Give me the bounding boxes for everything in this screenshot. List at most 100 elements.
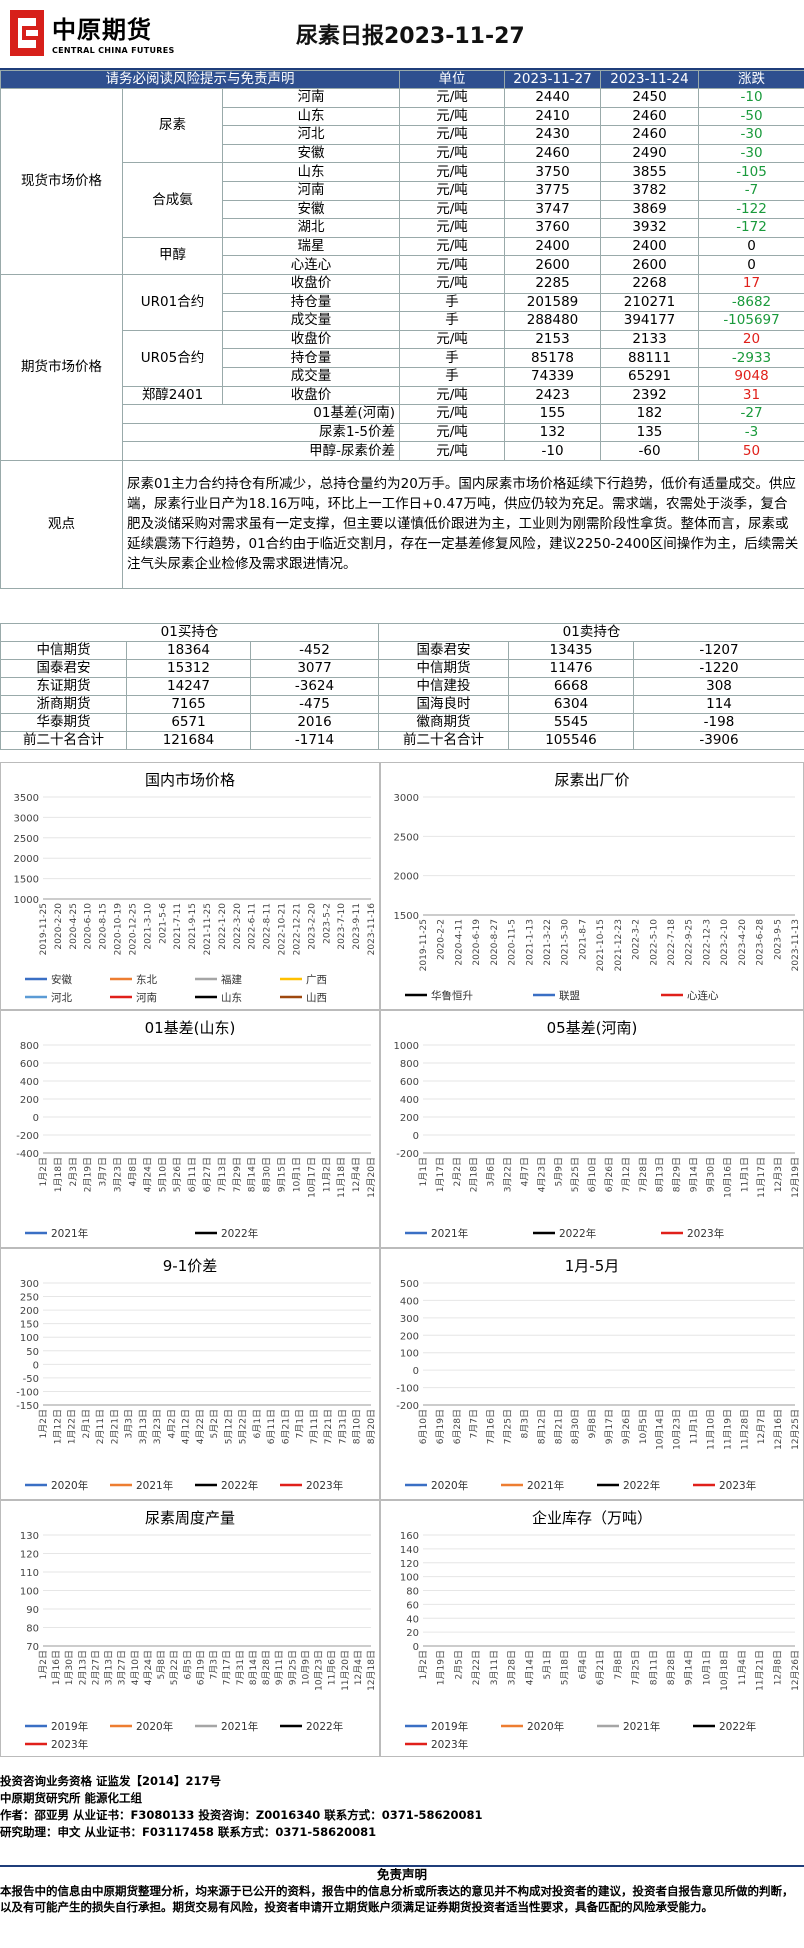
unit-cell: 元/吨 bbox=[399, 162, 506, 182]
x-tick-label: 3月13日 bbox=[138, 1409, 149, 1444]
y-tick-label: 600 bbox=[20, 1059, 39, 1070]
table-row: 期货市场价格 UR01合约 收盘价 元/吨 2285 2268 17 bbox=[0, 273, 804, 461]
x-tick-label: 12月18日 bbox=[366, 1650, 377, 1691]
x-tick-label: 7月11日 bbox=[309, 1409, 320, 1444]
unit-cell: 元/吨 bbox=[399, 385, 506, 406]
x-tick-label: 8月12日 bbox=[536, 1409, 547, 1444]
x-tick-label: 2月1日 bbox=[81, 1409, 92, 1438]
x-tick-label: 2022-3-20 bbox=[233, 903, 243, 950]
x-tick-label: 2020-2-20 bbox=[54, 903, 64, 950]
x-tick-label: 3月11日 bbox=[489, 1650, 500, 1685]
x-tick-label: 6月4日 bbox=[577, 1650, 588, 1679]
change-cell: -50 bbox=[698, 106, 804, 127]
x-tick-label: 2020-4-25 bbox=[69, 903, 79, 950]
x-tick-label: 2020-6-19 bbox=[472, 919, 482, 966]
x-tick-label: 5月12日 bbox=[223, 1409, 234, 1444]
y-tick-label: 400 bbox=[400, 1296, 419, 1307]
x-tick-label: 9月8日 bbox=[587, 1409, 598, 1438]
unit-cell: 手 bbox=[399, 292, 506, 313]
chart-title: 01基差(山东) bbox=[144, 1019, 236, 1037]
x-tick-label: 11月19日 bbox=[722, 1409, 733, 1450]
legend-label: 河北 bbox=[51, 992, 72, 1004]
x-tick-label: 3月3日 bbox=[124, 1409, 135, 1438]
position-value: 6668 bbox=[508, 677, 634, 696]
position-value: 7165 bbox=[126, 695, 251, 714]
x-tick-label: 7月29日 bbox=[232, 1157, 243, 1192]
value-cell: 2400 bbox=[504, 236, 602, 257]
broker-name: 徽商期货 bbox=[378, 713, 509, 732]
x-tick-label: 8月30日 bbox=[570, 1409, 581, 1444]
x-tick-label: 7月7日 bbox=[469, 1409, 480, 1438]
change-cell: -105697 bbox=[698, 311, 804, 331]
y-tick-label: -200 bbox=[396, 1401, 419, 1412]
value-cell: -10 bbox=[504, 441, 602, 461]
x-tick-label: 6月26日 bbox=[604, 1157, 615, 1192]
x-tick-label: 5月1日 bbox=[542, 1650, 553, 1679]
broker-name: 中信建投 bbox=[378, 677, 509, 696]
x-tick-label: 11月4日 bbox=[737, 1650, 748, 1685]
x-tick-label: 5月22日 bbox=[169, 1650, 180, 1685]
x-tick-label: 6月10日 bbox=[418, 1409, 429, 1444]
value-cell: 65291 bbox=[600, 366, 700, 387]
unit-cell: 元/吨 bbox=[399, 329, 506, 350]
x-tick-label: 9月17日 bbox=[604, 1409, 615, 1444]
x-tick-label: 12月16日 bbox=[773, 1409, 784, 1450]
x-tick-label: 2022-6-11 bbox=[248, 903, 258, 950]
x-tick-label: 2月11日 bbox=[95, 1409, 106, 1444]
x-tick-label: 4月24日 bbox=[143, 1650, 154, 1685]
item-label: 河南 bbox=[221, 180, 401, 201]
value-cell: 3750 bbox=[504, 162, 602, 182]
position-value: 114 bbox=[633, 695, 804, 714]
value-cell: 2133 bbox=[600, 329, 700, 350]
x-tick-label: 10月18日 bbox=[719, 1650, 730, 1691]
value-cell: 2153 bbox=[504, 329, 602, 350]
value-cell: 210271 bbox=[600, 292, 700, 313]
legend-label: 2021年 bbox=[221, 1720, 258, 1733]
x-tick-label: 4月22日 bbox=[195, 1409, 206, 1444]
legend-label: 2021年 bbox=[51, 1227, 88, 1240]
change-cell: -105 bbox=[698, 162, 804, 182]
broker-name: 前二十名合计 bbox=[378, 731, 509, 750]
position-value: 2016 bbox=[250, 713, 379, 732]
x-tick-label: 1月2日 bbox=[38, 1409, 49, 1438]
x-tick-label: 8月20日 bbox=[366, 1409, 377, 1444]
table-row: 持仓量手 201589 210271 -8682 bbox=[1, 292, 804, 313]
x-tick-label: 2019-11-25 bbox=[39, 903, 49, 955]
y-tick-label: 60 bbox=[406, 1600, 419, 1611]
unit-cell: 手 bbox=[399, 366, 506, 387]
column-header: 单位 bbox=[399, 70, 506, 89]
x-tick-label: 9月26日 bbox=[621, 1409, 632, 1444]
x-tick-label: 1月17日 bbox=[435, 1157, 446, 1192]
sell-title: 01卖持仓 bbox=[378, 623, 804, 642]
position-value: 6571 bbox=[126, 713, 251, 732]
x-tick-label: 1月18日 bbox=[53, 1157, 64, 1192]
value-cell: 3760 bbox=[504, 218, 602, 238]
x-tick-label: 2022-5-10 bbox=[649, 919, 659, 966]
broker-name: 国泰君安 bbox=[378, 641, 509, 660]
x-tick-label: 2月3日 bbox=[68, 1157, 79, 1186]
unit-cell: 元/吨 bbox=[399, 180, 506, 201]
x-tick-label: 2023-11-16 bbox=[367, 903, 377, 956]
y-tick-label: 80 bbox=[406, 1587, 419, 1598]
x-tick-label: 12月8日 bbox=[772, 1650, 783, 1685]
group-label: UR01合约 bbox=[122, 273, 223, 331]
y-tick-label: 1000 bbox=[14, 895, 39, 906]
x-tick-label: 2022-12-21 bbox=[292, 903, 302, 955]
x-tick-label: 3月28日 bbox=[507, 1650, 518, 1685]
y-tick-label: 200 bbox=[20, 1306, 39, 1317]
change-cell: -122 bbox=[698, 199, 804, 220]
footer-info: 投资咨询业务资格 证监发【2014】217号 中原期货研究所 能源化工组 作者：… bbox=[0, 1773, 804, 1841]
legend-label: 安徽 bbox=[51, 973, 72, 986]
legend-label: 2023年 bbox=[51, 1738, 88, 1751]
position-header-row: 01买持仓 01卖持仓 bbox=[0, 623, 804, 642]
legend-label: 2021年 bbox=[527, 1479, 564, 1492]
x-tick-label: 12月3日 bbox=[773, 1157, 784, 1192]
x-tick-label: 10月17日 bbox=[306, 1157, 317, 1198]
value-cell: 2450 bbox=[600, 88, 700, 108]
unit-cell: 元/吨 bbox=[399, 273, 506, 294]
position-row: 华泰期货 6571 2016 徽商期货 5545 -198 bbox=[0, 713, 804, 732]
company-logo-icon bbox=[10, 10, 44, 56]
x-tick-label: 2021-9-15 bbox=[188, 903, 198, 950]
table-row: 郑醇2401 收盘价 元/吨 2423 2392 31 bbox=[1, 385, 804, 406]
item-label: 01基差(河南) bbox=[121, 404, 401, 424]
